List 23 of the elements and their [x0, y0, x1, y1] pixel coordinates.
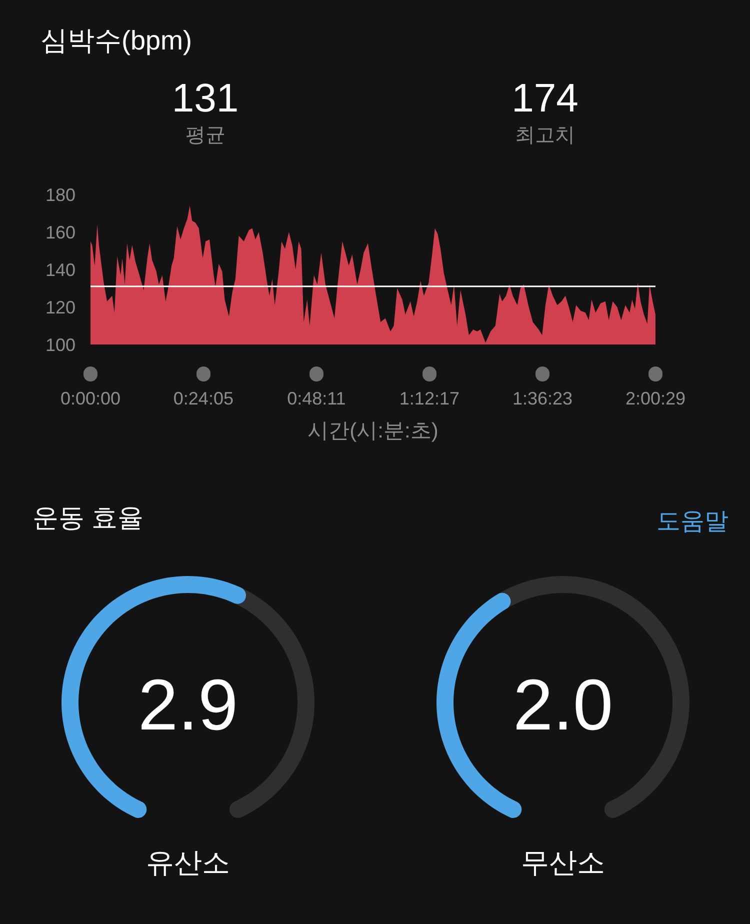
- text: 무산소: [521, 847, 605, 878]
- text: 운동 효율: [32, 502, 144, 532]
- data-label: 2.9: [138, 666, 238, 746]
- chart-title: 심박수(bpm): [40, 26, 192, 56]
- x-tick-label: 2:00:29: [625, 388, 686, 408]
- text: 유산소: [146, 847, 230, 878]
- text: 도움말: [656, 508, 728, 535]
- text: 최고치: [515, 124, 575, 146]
- text: 174: [512, 76, 578, 120]
- data-label: 2.0: [512, 666, 614, 746]
- x-tick-label: 0:00:00: [60, 388, 121, 408]
- x-tick-label: 0:48:11: [287, 388, 346, 408]
- x-tick-label: 0:24:05: [173, 388, 234, 408]
- text: 평균: [185, 124, 226, 146]
- y-tick-label: 160: [45, 222, 76, 242]
- y-tick-label: 140: [45, 260, 76, 280]
- y-tick-label: 180: [45, 185, 76, 205]
- text: 131: [172, 76, 239, 120]
- y-tick-label: 120: [45, 298, 76, 318]
- x-tick-label: 1:12:17: [399, 388, 460, 408]
- y-tick-label: 100: [45, 335, 76, 355]
- x-tick-label: 1:36:23: [512, 388, 573, 408]
- x-axis-title: 시간(시:분:초): [308, 420, 438, 442]
